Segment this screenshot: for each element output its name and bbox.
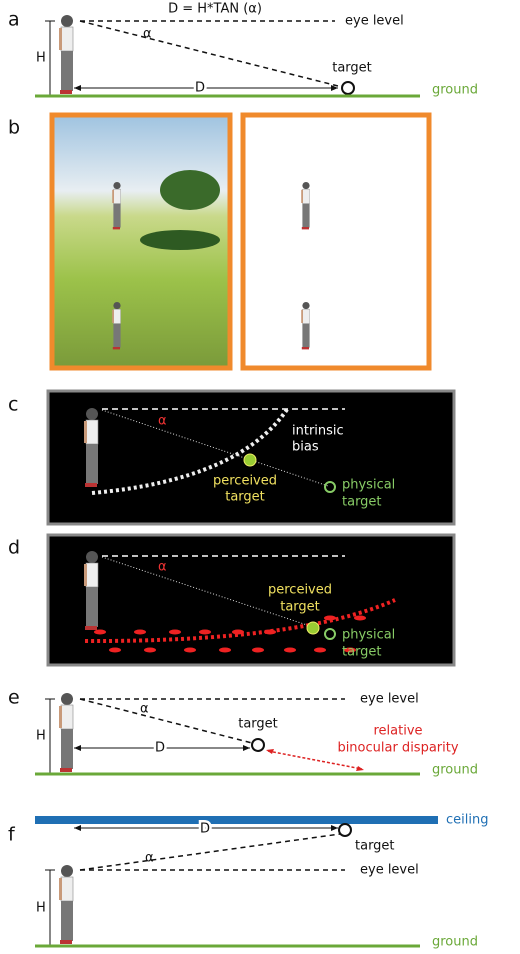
physical-target: target	[342, 645, 382, 660]
disparity-arrow	[267, 750, 363, 770]
physical-target: target	[342, 495, 382, 510]
person	[58, 864, 74, 945]
texture-dot	[94, 629, 106, 635]
target: target	[332, 61, 372, 76]
texture-dot	[134, 629, 146, 635]
sight-line	[79, 833, 341, 871]
ground: ground	[432, 935, 478, 950]
texture-dot	[252, 647, 264, 653]
blank-frame	[240, 112, 432, 371]
texture-dot	[199, 629, 211, 635]
bushes	[140, 230, 220, 250]
texture-dot	[169, 629, 181, 635]
alpha: α	[140, 702, 149, 717]
panel-c: c α intrinsic bias perceived target phys…	[8, 389, 456, 526]
perceived-target: perceived	[213, 474, 277, 489]
physical-circle	[324, 481, 336, 493]
sight-line	[79, 20, 343, 88]
bias-curve	[91, 406, 290, 495]
disparity: binocular disparity	[337, 741, 458, 756]
intrinsic-bias: intrinsic	[292, 424, 344, 439]
texture-dots	[94, 615, 366, 653]
panel-e: e eye level α H D target relative binocu…	[8, 687, 478, 778]
texture-dot	[354, 615, 366, 621]
panel-label: d	[8, 537, 20, 559]
texture-dot	[344, 647, 356, 653]
target-circle	[251, 738, 265, 752]
person	[58, 692, 74, 773]
ceiling: ceiling	[446, 813, 488, 828]
perceived-target: target	[280, 600, 320, 615]
distance: D	[200, 822, 210, 837]
sight-line	[101, 556, 314, 628]
panel-a: a D = H*TAN (α) eye level α H D target g…	[8, 2, 478, 99]
alpha: α	[158, 414, 167, 429]
person	[83, 407, 99, 488]
disparity: relative	[373, 724, 422, 739]
panel-label: b	[8, 117, 20, 139]
texture-dot	[109, 647, 121, 653]
height: H	[36, 901, 46, 916]
sight-line	[101, 409, 329, 487]
person	[300, 181, 310, 230]
panel-label: c	[8, 394, 18, 416]
perceived-target: perceived	[268, 583, 332, 598]
formula: D = H*TAN (α)	[168, 2, 262, 17]
sight-line	[79, 698, 253, 744]
person	[111, 301, 121, 350]
perceived-circle	[306, 621, 320, 635]
texture-dot	[284, 647, 296, 653]
panel-d: d α perceived target physical target	[8, 533, 456, 667]
person	[300, 301, 310, 350]
target-circle	[338, 823, 352, 837]
eye-level: eye level	[360, 863, 419, 878]
texture-dot	[144, 647, 156, 653]
texture-dot	[324, 615, 336, 621]
target: target	[355, 839, 395, 854]
target: target	[238, 717, 278, 732]
trees	[160, 170, 220, 210]
alpha: α	[145, 851, 154, 866]
physical-target: physical	[342, 628, 395, 643]
person	[111, 181, 121, 230]
perceived-target: target	[225, 490, 265, 505]
person	[83, 550, 99, 631]
eye-level: eye level	[345, 14, 404, 29]
panel-label: a	[8, 9, 20, 31]
distance: D	[195, 81, 205, 96]
height: H	[36, 51, 46, 66]
intrinsic-bias: bias	[292, 440, 319, 455]
texture-dot	[314, 647, 326, 653]
texture-dot	[219, 647, 231, 653]
target-circle	[341, 81, 355, 95]
alpha: α	[158, 560, 167, 575]
eye-level: eye level	[360, 692, 419, 707]
alpha: α	[143, 27, 152, 42]
person	[58, 14, 74, 95]
panel-label: e	[8, 687, 20, 709]
ground: ground	[432, 83, 478, 98]
panel-label: f	[8, 824, 16, 846]
distance: D	[155, 741, 165, 756]
panel-f: ceiling f D target eye level α H ground	[8, 813, 488, 950]
height: H	[36, 729, 46, 744]
panel-b: b	[8, 112, 432, 371]
ground: ground	[432, 763, 478, 778]
perceived-circle	[243, 453, 257, 467]
texture-dot	[184, 647, 196, 653]
physical-circle	[324, 628, 336, 640]
physical-target: physical	[342, 478, 395, 493]
